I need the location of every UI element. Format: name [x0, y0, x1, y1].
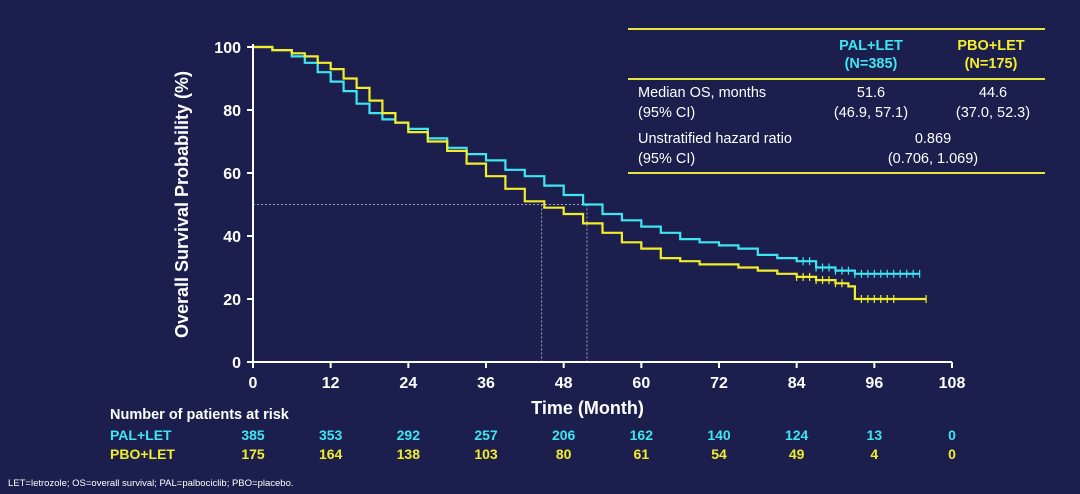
median-ci-label: (95% CI) [638, 105, 696, 121]
stats-table: PAL+LET (N=385) PBO+LET (N=175) Median O… [628, 28, 1045, 174]
risk-count: 4 [870, 446, 879, 462]
footnote: LET=letrozole; OS=overall survival; PAL=… [8, 478, 294, 489]
stats-header-pal-n: (N=385) [844, 56, 898, 72]
risk-count: 164 [318, 446, 343, 462]
median-pal-block: 51.6 (46.9, 57.1) [816, 83, 926, 123]
stats-header-pal-label: PAL+LET [839, 38, 903, 54]
y-tick-label: 100 [214, 40, 241, 57]
x-tick-label: 108 [939, 375, 966, 392]
y-tick-label: 80 [223, 103, 241, 120]
stats-top-rule [628, 28, 1045, 30]
x-axis-title: Time (Month) [531, 398, 644, 418]
x-tick-label: 0 [249, 375, 258, 392]
risk-count: 140 [707, 427, 731, 443]
risk-count: 54 [711, 446, 727, 462]
risk-count: 292 [396, 427, 420, 443]
plot-area: 0 12 24 36 48 60 72 84 96 108 0 20 40 60 80 100 Time (Mo… [172, 40, 965, 418]
risk-count: 385 [241, 427, 265, 443]
risk-count: 0 [948, 446, 956, 462]
stats-header-pbo-label: PBO+LET [957, 38, 1025, 54]
y-axis-title: Overall Survival Probability (%) [172, 71, 192, 338]
hr-ci: (0.706, 1.069) [887, 151, 979, 167]
x-tick-label: 72 [710, 375, 728, 392]
median-pbo-ci: (37.0, 52.3) [955, 105, 1031, 121]
x-tick-label: 12 [322, 375, 340, 392]
stats-row-median: Median OS, months (95% CI) 51.6 (46.9, 5… [628, 80, 1045, 126]
risk-row-label: PAL+LET [110, 427, 172, 443]
y-tick-label: 40 [223, 229, 241, 246]
x-tick-label: 36 [477, 375, 495, 392]
risk-row-pbo-let: PBO+LET 175 164 138 103 80 61 54 49 4 0 [0, 446, 1080, 464]
stats-header-pbo: PBO+LET (N=175) [946, 37, 1036, 73]
y-tick-label: 60 [223, 166, 241, 183]
stats-header-pal: PAL+LET (N=385) [826, 37, 916, 73]
hr-label-block: Unstratified hazard ratio (95% CI) [638, 129, 792, 169]
stats-row-hr: Unstratified hazard ratio (95% CI) 0.869… [628, 126, 1045, 172]
median-pbo-block: 44.6 (37.0, 52.3) [938, 83, 1048, 123]
risk-count: 61 [633, 446, 650, 462]
stats-bottom-rule [628, 172, 1045, 174]
risk-count: 138 [396, 446, 420, 462]
x-tick-label: 60 [632, 375, 650, 392]
risk-row-label: PBO+LET [110, 446, 175, 462]
hr-ci-label: (95% CI) [638, 151, 696, 167]
risk-count: 0 [948, 427, 956, 443]
risk-count: 175 [241, 446, 265, 462]
risk-count: 353 [318, 427, 343, 443]
stats-header-pbo-n: (N=175) [964, 56, 1018, 72]
risk-count: 13 [866, 427, 883, 443]
y-tick-label: 0 [232, 355, 241, 372]
hr-value-block: 0.869 (0.706, 1.069) [878, 129, 988, 169]
stats-header: PAL+LET (N=385) PBO+LET (N=175) [628, 30, 1045, 78]
median-pal-ci: (46.9, 57.1) [833, 105, 909, 121]
x-tick-label: 24 [399, 375, 417, 392]
y-tick-label: 20 [223, 292, 241, 309]
risk-count: 103 [474, 446, 498, 462]
risk-table-title: Number of patients at risk [110, 407, 289, 423]
series-line-pal-let [253, 45, 920, 275]
median-label: Median OS, months [638, 85, 767, 101]
hr-value: 0.869 [914, 131, 952, 147]
risk-count: 49 [788, 446, 805, 462]
median-pal-value: 51.6 [856, 85, 886, 101]
hr-label: Unstratified hazard ratio [638, 131, 792, 147]
risk-count: 124 [784, 427, 809, 443]
risk-count: 162 [629, 427, 653, 443]
x-tick-label: 48 [555, 375, 573, 392]
median-pbo-value: 44.6 [978, 85, 1008, 101]
stats-mid-rule [628, 78, 1045, 80]
median-label-block: Median OS, months (95% CI) [638, 83, 766, 123]
risk-count: 206 [551, 427, 576, 443]
risk-count: 80 [555, 446, 572, 462]
risk-count: 257 [474, 427, 498, 443]
risk-row-pal-let: PAL+LET 385 353 292 257 206 162 140 124 13 0 [0, 427, 1080, 445]
x-tick-label: 96 [865, 375, 883, 392]
series-line-pbo-let [253, 45, 927, 301]
x-tick-label: 84 [788, 375, 806, 392]
